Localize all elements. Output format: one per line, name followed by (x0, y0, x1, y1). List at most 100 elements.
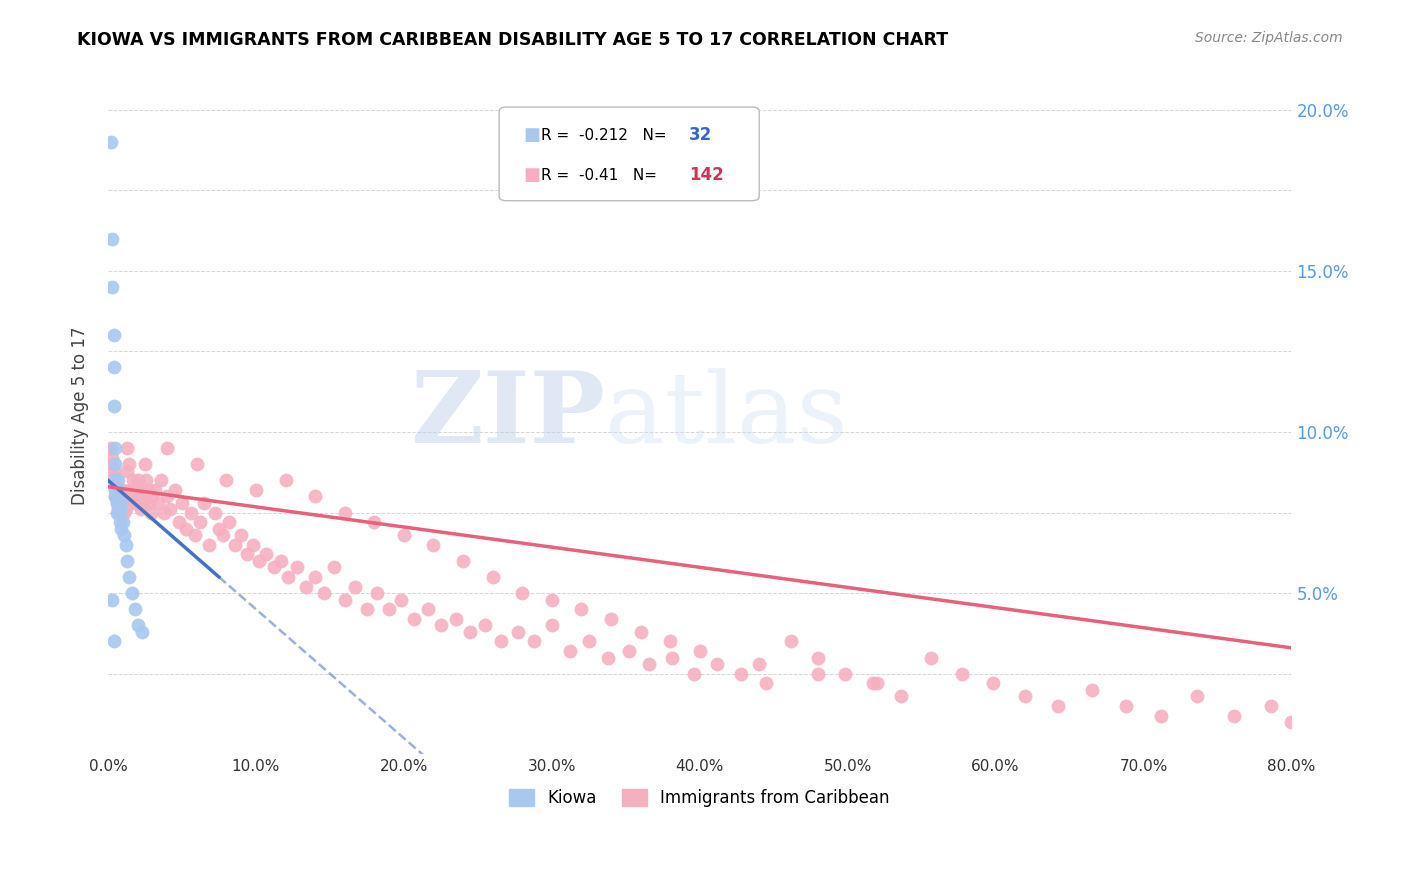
Point (247, 554, 270, 568)
Point (159, 502, 181, 516)
Point (866, 676, 889, 690)
Point (295, 580, 318, 594)
Point (689, 644, 711, 658)
Point (105, 496, 128, 510)
Point (129, 502, 152, 516)
Point (920, 650, 942, 665)
Point (1281, 714, 1303, 729)
Point (1185, 689, 1208, 703)
Point (108, 515, 131, 529)
Point (112, 528, 135, 542)
Point (163, 483, 186, 497)
Text: R =  -0.41   N=: R = -0.41 N= (541, 168, 662, 183)
Point (630, 624, 652, 639)
Point (100, 135, 122, 149)
Point (682, 666, 704, 681)
Point (127, 473, 149, 487)
Text: atlas: atlas (605, 368, 848, 464)
Point (706, 657, 728, 671)
Point (617, 644, 640, 658)
Point (132, 496, 155, 510)
Point (115, 464, 138, 478)
Point (231, 528, 253, 542)
Point (110, 522, 132, 536)
Point (638, 657, 661, 671)
Point (114, 489, 136, 503)
Point (392, 528, 415, 542)
Point (807, 650, 830, 665)
Point (416, 602, 439, 616)
Point (578, 634, 600, 648)
Point (107, 502, 129, 516)
Point (111, 483, 134, 497)
Point (103, 634, 125, 648)
Point (115, 441, 138, 455)
Point (506, 624, 529, 639)
Point (1150, 708, 1173, 723)
Point (143, 483, 166, 497)
Point (460, 624, 482, 639)
Point (304, 489, 326, 503)
Point (950, 666, 973, 681)
Point (596, 650, 619, 665)
Point (114, 538, 136, 552)
Point (139, 506, 162, 520)
Point (807, 666, 830, 681)
Point (193, 496, 215, 510)
Point (103, 328, 125, 343)
Point (730, 666, 752, 681)
Point (104, 457, 127, 471)
Point (153, 506, 176, 520)
Point (491, 634, 513, 648)
Point (215, 473, 238, 487)
Point (312, 586, 335, 600)
Point (104, 489, 127, 503)
Point (474, 618, 496, 632)
Point (218, 515, 240, 529)
Point (167, 515, 190, 529)
Point (108, 496, 131, 510)
Y-axis label: Disability Age 5 to 17: Disability Age 5 to 17 (72, 326, 89, 505)
Point (659, 634, 682, 648)
Point (481, 570, 503, 584)
Point (124, 602, 146, 616)
Point (242, 538, 264, 552)
Point (118, 457, 141, 471)
Point (363, 515, 385, 529)
Point (104, 473, 127, 487)
Point (1115, 698, 1137, 713)
Point (104, 483, 127, 497)
Point (748, 657, 770, 671)
Point (112, 506, 135, 520)
Point (862, 676, 884, 690)
Point (176, 522, 198, 536)
Point (118, 570, 141, 584)
Point (138, 496, 160, 510)
Point (103, 470, 125, 484)
Point (204, 506, 226, 520)
Point (540, 618, 562, 632)
Point (444, 612, 467, 626)
Point (122, 473, 145, 487)
Point (101, 450, 124, 465)
Text: ■: ■ (523, 127, 540, 145)
Point (112, 492, 135, 507)
Point (103, 464, 125, 478)
Point (108, 483, 131, 497)
Point (136, 483, 159, 497)
Text: ■: ■ (523, 166, 540, 184)
Point (107, 489, 129, 503)
Text: Source: ZipAtlas.com: Source: ZipAtlas.com (1195, 31, 1343, 45)
Point (285, 560, 308, 574)
Point (188, 515, 211, 529)
Point (236, 548, 259, 562)
Point (755, 676, 778, 690)
Point (344, 580, 367, 594)
Point (125, 496, 148, 510)
Point (104, 489, 127, 503)
Point (111, 515, 134, 529)
Point (101, 231, 124, 245)
Point (107, 506, 129, 520)
Point (104, 441, 127, 455)
Point (105, 492, 128, 507)
